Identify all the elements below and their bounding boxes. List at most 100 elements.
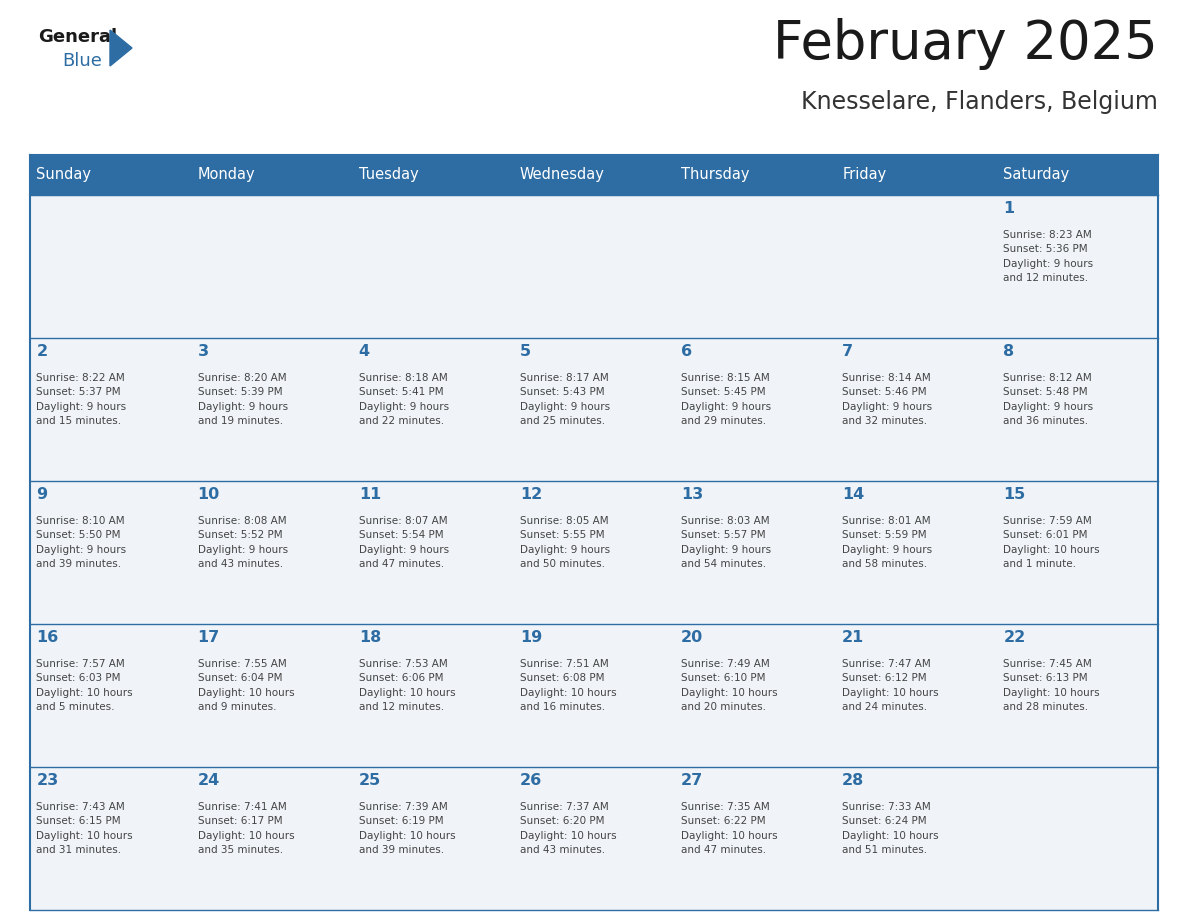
Text: 12: 12 <box>520 487 542 502</box>
Text: February 2025: February 2025 <box>773 18 1158 70</box>
Text: 10: 10 <box>197 487 220 502</box>
Text: 5: 5 <box>520 344 531 359</box>
Bar <box>30 338 191 481</box>
Text: 19: 19 <box>520 630 542 645</box>
Text: Sunrise: 8:15 AM
Sunset: 5:45 PM
Daylight: 9 hours
and 29 minutes.: Sunrise: 8:15 AM Sunset: 5:45 PM Dayligh… <box>681 373 771 426</box>
Bar <box>997 338 1158 481</box>
Bar <box>513 624 675 767</box>
Text: 8: 8 <box>1004 344 1015 359</box>
Text: Sunrise: 7:35 AM
Sunset: 6:22 PM
Daylight: 10 hours
and 47 minutes.: Sunrise: 7:35 AM Sunset: 6:22 PM Dayligh… <box>681 802 778 856</box>
Text: Sunrise: 8:07 AM
Sunset: 5:54 PM
Daylight: 9 hours
and 47 minutes.: Sunrise: 8:07 AM Sunset: 5:54 PM Dayligh… <box>359 516 449 569</box>
Text: Thursday: Thursday <box>681 167 750 183</box>
Text: 11: 11 <box>359 487 381 502</box>
Bar <box>675 481 835 624</box>
Polygon shape <box>110 30 132 66</box>
Text: 1: 1 <box>1004 201 1015 216</box>
Text: 6: 6 <box>681 344 693 359</box>
Text: Sunrise: 7:39 AM
Sunset: 6:19 PM
Daylight: 10 hours
and 39 minutes.: Sunrise: 7:39 AM Sunset: 6:19 PM Dayligh… <box>359 802 455 856</box>
Text: Sunrise: 7:47 AM
Sunset: 6:12 PM
Daylight: 10 hours
and 24 minutes.: Sunrise: 7:47 AM Sunset: 6:12 PM Dayligh… <box>842 659 939 712</box>
Text: Sunrise: 8:23 AM
Sunset: 5:36 PM
Daylight: 9 hours
and 12 minutes.: Sunrise: 8:23 AM Sunset: 5:36 PM Dayligh… <box>1004 230 1093 283</box>
Text: General: General <box>38 28 118 46</box>
Text: 7: 7 <box>842 344 853 359</box>
Text: Sunrise: 8:03 AM
Sunset: 5:57 PM
Daylight: 9 hours
and 54 minutes.: Sunrise: 8:03 AM Sunset: 5:57 PM Dayligh… <box>681 516 771 569</box>
Bar <box>353 338 513 481</box>
Bar <box>997 624 1158 767</box>
Text: Tuesday: Tuesday <box>359 167 418 183</box>
Bar <box>675 195 835 338</box>
Bar <box>30 767 191 910</box>
Bar <box>353 767 513 910</box>
Text: Sunrise: 8:22 AM
Sunset: 5:37 PM
Daylight: 9 hours
and 15 minutes.: Sunrise: 8:22 AM Sunset: 5:37 PM Dayligh… <box>37 373 127 426</box>
Text: Sunrise: 8:17 AM
Sunset: 5:43 PM
Daylight: 9 hours
and 25 minutes.: Sunrise: 8:17 AM Sunset: 5:43 PM Dayligh… <box>520 373 609 426</box>
Bar <box>30 155 1158 195</box>
Text: Sunday: Sunday <box>37 167 91 183</box>
Text: 27: 27 <box>681 773 703 788</box>
Text: Wednesday: Wednesday <box>520 167 605 183</box>
Bar <box>191 481 353 624</box>
Text: Sunrise: 8:01 AM
Sunset: 5:59 PM
Daylight: 9 hours
and 58 minutes.: Sunrise: 8:01 AM Sunset: 5:59 PM Dayligh… <box>842 516 933 569</box>
Text: 23: 23 <box>37 773 58 788</box>
Text: Sunrise: 7:33 AM
Sunset: 6:24 PM
Daylight: 10 hours
and 51 minutes.: Sunrise: 7:33 AM Sunset: 6:24 PM Dayligh… <box>842 802 939 856</box>
Text: Sunrise: 7:45 AM
Sunset: 6:13 PM
Daylight: 10 hours
and 28 minutes.: Sunrise: 7:45 AM Sunset: 6:13 PM Dayligh… <box>1004 659 1100 712</box>
Text: Sunrise: 8:10 AM
Sunset: 5:50 PM
Daylight: 9 hours
and 39 minutes.: Sunrise: 8:10 AM Sunset: 5:50 PM Dayligh… <box>37 516 127 569</box>
Text: 13: 13 <box>681 487 703 502</box>
Text: Saturday: Saturday <box>1004 167 1069 183</box>
Bar <box>191 767 353 910</box>
Text: Sunrise: 7:41 AM
Sunset: 6:17 PM
Daylight: 10 hours
and 35 minutes.: Sunrise: 7:41 AM Sunset: 6:17 PM Dayligh… <box>197 802 295 856</box>
Text: Monday: Monday <box>197 167 255 183</box>
Text: Sunrise: 7:55 AM
Sunset: 6:04 PM
Daylight: 10 hours
and 9 minutes.: Sunrise: 7:55 AM Sunset: 6:04 PM Dayligh… <box>197 659 295 712</box>
Text: Sunrise: 7:57 AM
Sunset: 6:03 PM
Daylight: 10 hours
and 5 minutes.: Sunrise: 7:57 AM Sunset: 6:03 PM Dayligh… <box>37 659 133 712</box>
Bar <box>191 338 353 481</box>
Text: Sunrise: 7:43 AM
Sunset: 6:15 PM
Daylight: 10 hours
and 31 minutes.: Sunrise: 7:43 AM Sunset: 6:15 PM Dayligh… <box>37 802 133 856</box>
Text: 14: 14 <box>842 487 865 502</box>
Bar <box>675 767 835 910</box>
Bar <box>30 624 191 767</box>
Bar <box>835 481 997 624</box>
Bar <box>191 195 353 338</box>
Text: Sunrise: 7:59 AM
Sunset: 6:01 PM
Daylight: 10 hours
and 1 minute.: Sunrise: 7:59 AM Sunset: 6:01 PM Dayligh… <box>1004 516 1100 569</box>
Text: 24: 24 <box>197 773 220 788</box>
Text: Friday: Friday <box>842 167 886 183</box>
Text: 9: 9 <box>37 487 48 502</box>
Bar <box>675 624 835 767</box>
Bar <box>513 481 675 624</box>
Text: 22: 22 <box>1004 630 1025 645</box>
Text: 21: 21 <box>842 630 865 645</box>
Text: 16: 16 <box>37 630 58 645</box>
Text: 20: 20 <box>681 630 703 645</box>
Bar <box>353 195 513 338</box>
Text: Knesselare, Flanders, Belgium: Knesselare, Flanders, Belgium <box>801 90 1158 114</box>
Text: 25: 25 <box>359 773 381 788</box>
Bar <box>675 338 835 481</box>
Text: Sunrise: 8:20 AM
Sunset: 5:39 PM
Daylight: 9 hours
and 19 minutes.: Sunrise: 8:20 AM Sunset: 5:39 PM Dayligh… <box>197 373 287 426</box>
Text: Sunrise: 8:08 AM
Sunset: 5:52 PM
Daylight: 9 hours
and 43 minutes.: Sunrise: 8:08 AM Sunset: 5:52 PM Dayligh… <box>197 516 287 569</box>
Text: 28: 28 <box>842 773 865 788</box>
Text: Sunrise: 7:37 AM
Sunset: 6:20 PM
Daylight: 10 hours
and 43 minutes.: Sunrise: 7:37 AM Sunset: 6:20 PM Dayligh… <box>520 802 617 856</box>
Text: Sunrise: 8:14 AM
Sunset: 5:46 PM
Daylight: 9 hours
and 32 minutes.: Sunrise: 8:14 AM Sunset: 5:46 PM Dayligh… <box>842 373 933 426</box>
Bar <box>30 481 191 624</box>
Bar <box>191 624 353 767</box>
Text: 18: 18 <box>359 630 381 645</box>
Text: Sunrise: 8:18 AM
Sunset: 5:41 PM
Daylight: 9 hours
and 22 minutes.: Sunrise: 8:18 AM Sunset: 5:41 PM Dayligh… <box>359 373 449 426</box>
Bar <box>513 195 675 338</box>
Text: Sunrise: 7:53 AM
Sunset: 6:06 PM
Daylight: 10 hours
and 12 minutes.: Sunrise: 7:53 AM Sunset: 6:06 PM Dayligh… <box>359 659 455 712</box>
Text: 3: 3 <box>197 344 209 359</box>
Text: 4: 4 <box>359 344 369 359</box>
Text: Blue: Blue <box>62 52 102 70</box>
Bar <box>997 481 1158 624</box>
Text: Sunrise: 8:12 AM
Sunset: 5:48 PM
Daylight: 9 hours
and 36 minutes.: Sunrise: 8:12 AM Sunset: 5:48 PM Dayligh… <box>1004 373 1093 426</box>
Text: 17: 17 <box>197 630 220 645</box>
Bar <box>513 767 675 910</box>
Bar <box>353 481 513 624</box>
Bar <box>835 338 997 481</box>
Bar <box>997 767 1158 910</box>
Text: 15: 15 <box>1004 487 1025 502</box>
Bar <box>353 624 513 767</box>
Bar <box>30 195 191 338</box>
Bar <box>835 767 997 910</box>
Bar <box>835 624 997 767</box>
Bar <box>835 195 997 338</box>
Bar <box>997 195 1158 338</box>
Text: Sunrise: 8:05 AM
Sunset: 5:55 PM
Daylight: 9 hours
and 50 minutes.: Sunrise: 8:05 AM Sunset: 5:55 PM Dayligh… <box>520 516 609 569</box>
Text: 26: 26 <box>520 773 542 788</box>
